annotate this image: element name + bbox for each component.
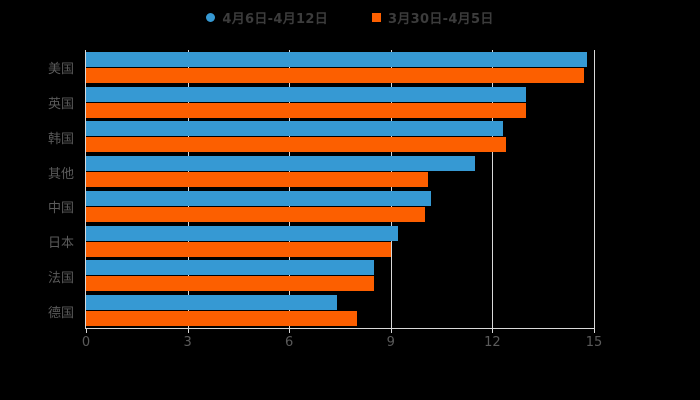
bar-group	[86, 86, 594, 118]
y-axis-category-label: 英国	[47, 97, 74, 113]
x-axis-line	[85, 328, 595, 329]
x-axis-tick-label: 0	[81, 335, 91, 350]
x-gridline	[390, 50, 392, 328]
x-axis-tick	[187, 328, 189, 333]
x-axis-tick-label: 12	[484, 335, 501, 350]
y-axis-category-label: 日本	[47, 236, 74, 252]
x-axis-tick	[390, 328, 392, 333]
x-axis-tick	[594, 328, 595, 333]
legend-label-series-b: 3月30日-4月5日	[388, 11, 494, 27]
bar-group	[86, 121, 594, 153]
x-gridline	[289, 50, 291, 328]
bar-group	[86, 225, 594, 257]
bar-series-b[interactable]	[86, 172, 429, 188]
bar-series-b[interactable]	[86, 102, 527, 118]
square-marker-icon	[372, 12, 381, 22]
bar-series-a[interactable]	[86, 295, 337, 311]
x-axis-tick	[289, 328, 291, 333]
x-gridline	[492, 50, 494, 328]
bar-series-b[interactable]	[86, 311, 357, 327]
y-axis-category-label: 法国	[47, 270, 74, 286]
bar-series-b[interactable]	[86, 276, 374, 292]
bar-series-b[interactable]	[86, 206, 425, 222]
y-axis-category-label: 其他	[47, 166, 74, 182]
x-gridline	[594, 50, 595, 328]
bar-group	[86, 156, 594, 188]
bar-series-a[interactable]	[86, 190, 432, 206]
legend-label-series-a: 4月6日-4月12日	[222, 11, 328, 27]
x-axis-tick	[86, 328, 87, 333]
circle-marker-icon	[206, 12, 216, 22]
bar-group	[86, 190, 594, 222]
x-axis-tick	[492, 328, 494, 333]
bar-series-b[interactable]	[86, 137, 506, 153]
bar-series-a[interactable]	[86, 225, 398, 241]
bar-series-b[interactable]	[86, 67, 584, 83]
legend-item-series-b[interactable]: 3月30日-4月5日	[372, 6, 494, 28]
x-axis-tick-label: 3	[183, 335, 192, 350]
chart-legend: 4月6日-4月12日 3月30日-4月5日	[0, 6, 700, 28]
bar-group	[86, 51, 594, 83]
bar-series-b[interactable]	[86, 241, 391, 257]
x-gridline	[187, 50, 189, 328]
x-axis-tick-label: 9	[386, 335, 395, 350]
bar-group	[86, 260, 594, 292]
bar-series-a[interactable]	[86, 86, 527, 102]
y-axis-line	[85, 50, 86, 328]
y-axis-category-label: 德国	[47, 305, 74, 321]
bar-series-a[interactable]	[86, 260, 374, 276]
x-axis-tick-label: 6	[285, 335, 294, 350]
bar-series-a[interactable]	[86, 156, 476, 172]
legend-item-series-a[interactable]: 4月6日-4月12日	[206, 6, 328, 28]
y-axis-category-label: 韩国	[47, 131, 74, 147]
y-axis-category-label: 中国	[47, 201, 74, 217]
bar-group	[86, 295, 594, 327]
bar-series-a[interactable]	[86, 121, 503, 137]
bar-series-a[interactable]	[86, 51, 588, 67]
x-axis-tick-label: 15	[585, 335, 603, 350]
y-axis-labels: 美国英国韩国其他中国日本法国德国	[0, 50, 86, 328]
plot-area: 0 3 6 9 12 15	[82, 50, 602, 350]
y-axis-category-label: 美国	[47, 62, 74, 78]
